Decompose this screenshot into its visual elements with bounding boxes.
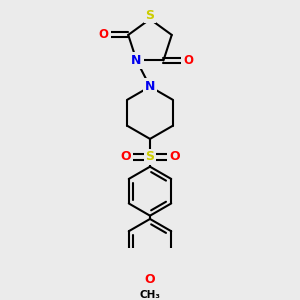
Text: S: S (146, 150, 154, 164)
Text: N: N (131, 54, 142, 67)
Text: O: O (145, 273, 155, 286)
Text: N: N (145, 80, 155, 93)
Text: CH₃: CH₃ (140, 290, 160, 300)
Text: O: O (183, 54, 193, 67)
Text: O: O (169, 150, 180, 164)
Text: S: S (146, 8, 154, 22)
Text: O: O (99, 28, 109, 41)
Text: O: O (120, 150, 131, 164)
